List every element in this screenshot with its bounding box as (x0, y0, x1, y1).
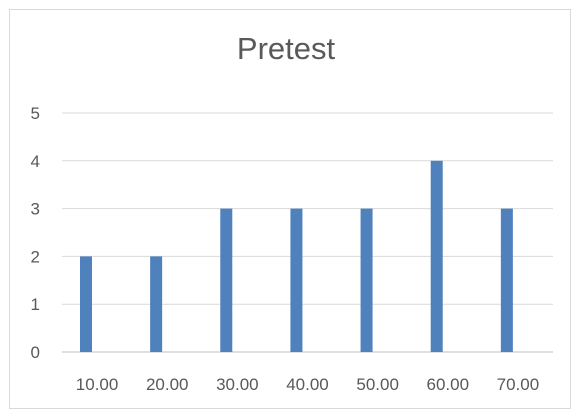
x-axis-ticks: 10.00 20.00 30.00 40.00 50.00 60.00 70.00 (76, 375, 539, 394)
x-tick-label: 60.00 (427, 375, 470, 394)
y-tick-label: 2 (31, 247, 40, 266)
x-tick-label: 20.00 (146, 375, 189, 394)
y-tick-label: 4 (31, 152, 40, 171)
y-tick-label: 1 (31, 295, 40, 314)
x-tick-label: 70.00 (497, 375, 540, 394)
y-axis-ticks: 0 1 2 3 4 5 (31, 104, 40, 362)
bar (220, 208, 233, 352)
bar (500, 208, 513, 352)
bar (80, 256, 92, 352)
bar (290, 208, 303, 352)
x-tick-label: 30.00 (216, 375, 259, 394)
x-tick-label: 10.00 (76, 375, 119, 394)
bar (360, 208, 373, 352)
x-tick-label: 50.00 (356, 375, 399, 394)
bar (430, 160, 443, 352)
y-tick-label: 3 (31, 200, 40, 219)
chart-title: Pretest (236, 31, 336, 66)
x-tick-label: 40.00 (286, 375, 329, 394)
gridlines (62, 112, 553, 353)
y-tick-label: 0 (31, 343, 40, 362)
y-tick-label: 5 (31, 104, 40, 123)
bars (80, 160, 513, 352)
bar (150, 256, 163, 352)
